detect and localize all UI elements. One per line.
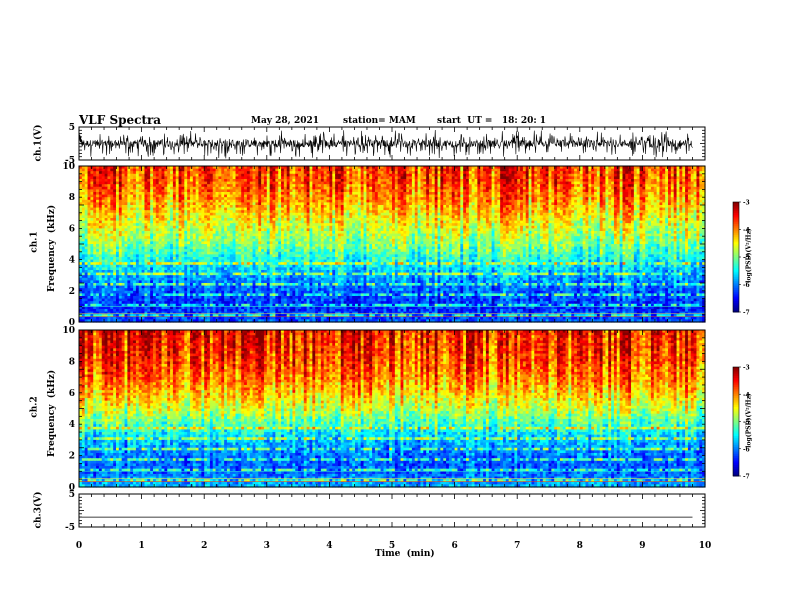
ch1-waveform-panel: 5-5 <box>65 123 705 166</box>
ch1-waveform-trace <box>79 130 692 158</box>
vlf-spectra-figure: 5-5 0246810 0246810 5-5 0 1 2 3 4 5 6 7 8 9 10 -3-… <box>0 0 792 612</box>
ch1-ytick-label: 5 <box>69 123 75 133</box>
